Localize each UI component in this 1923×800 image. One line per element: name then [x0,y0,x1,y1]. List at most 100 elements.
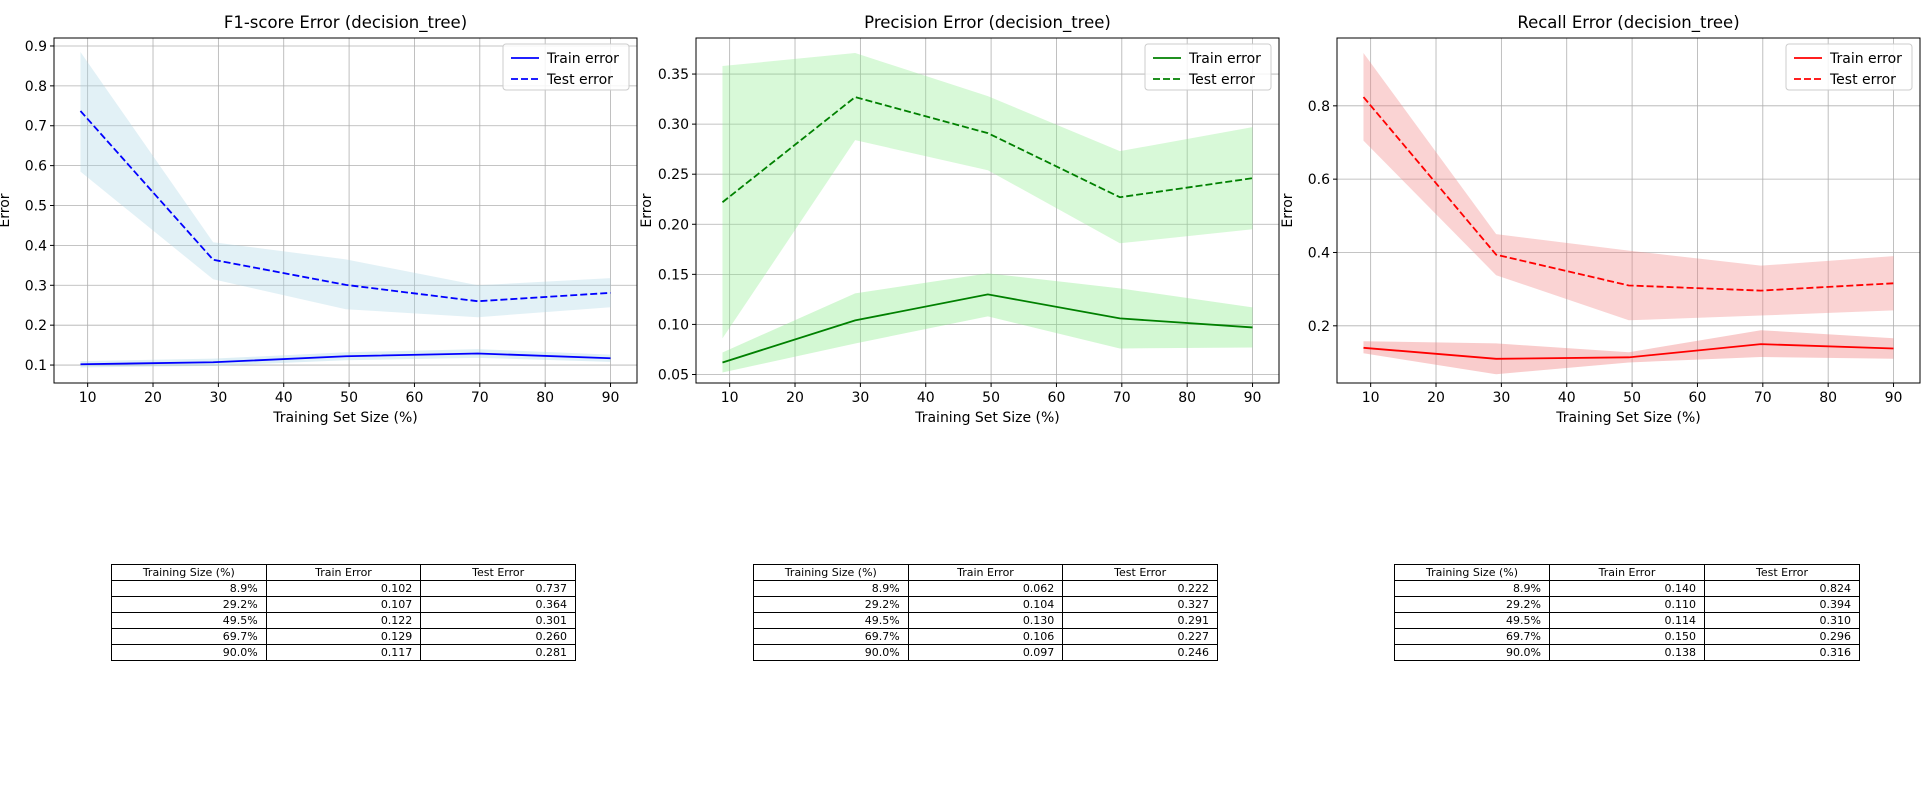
y-axis-label: Error [1280,193,1296,227]
y-tick-label: 0.8 [25,79,47,95]
y-tick-label: 0.2 [1308,319,1330,335]
table-cell: 0.129 [265,628,422,645]
table-cell: 0.102 [265,580,422,597]
precision-chart-title: Precision Error (decision_tree) [864,13,1111,33]
legend-train-label: Train error [1829,51,1902,67]
x-tick-label: 30 [1492,390,1510,406]
table-cell: 0.222 [1062,580,1218,597]
table-cell: 0.130 [907,612,1064,629]
table-row: 69.7% 0.129 0.260 [111,628,576,645]
table-cell: 0.117 [265,644,422,661]
table-header-cell: Training Size (%) [111,564,267,581]
table-row: 8.9% 0.140 0.824 [1394,580,1860,597]
data-table-precision: Training Size (%) Train Error Test Error… [753,564,1218,661]
table-cell: 0.737 [420,580,576,597]
y-tick-label: 0.9 [25,39,47,55]
x-tick-label: 50 [1623,390,1641,406]
table-row: 29.2% 0.107 0.364 [111,596,576,613]
table-cell: 0.138 [1549,644,1705,661]
recall-chart-title: Recall Error (decision_tree) [1517,13,1739,33]
train-error-line [722,293,1253,364]
table-header-cell: Test Error [420,564,576,581]
y-tick-label: 0.30 [658,117,689,133]
table-cell: 49.5% [753,612,909,629]
table-header-cell: Test Error [1062,564,1218,581]
table-cell: 0.104 [907,596,1064,613]
x-axis-label: Training Set Size (%) [272,410,418,426]
table-cell: 0.114 [1549,612,1705,629]
data-table-f1: Training Size (%) Train Error Test Error… [111,564,576,661]
y-axis-label: Error [0,193,13,227]
x-tick-label: 70 [471,390,489,406]
table-cell: 29.2% [1394,596,1550,613]
table-cell: 0.110 [1549,596,1705,613]
x-tick-label: 20 [786,390,804,406]
table-row: 49.5% 0.114 0.310 [1394,612,1860,629]
table-row: 69.7% 0.106 0.227 [753,628,1218,645]
table-cell: 0.824 [1704,580,1860,597]
x-tick-label: 60 [1048,390,1066,406]
y-tick-label: 0.6 [25,159,47,175]
train-error-band [1363,330,1894,375]
table-cell: 0.246 [1062,644,1218,661]
x-tick-label: 80 [536,390,554,406]
table-row: 49.5% 0.130 0.291 [753,612,1218,629]
table-cell: 90.0% [753,644,909,661]
table-row: 90.0% 0.117 0.281 [111,644,576,661]
train-error-line [80,352,611,366]
y-tick-label: 0.5 [25,199,47,215]
legend: Train error Test error [1144,43,1272,91]
x-tick-label: 70 [1113,390,1131,406]
legend-test-label: Test error [546,72,613,88]
table-cell: 8.9% [111,580,267,597]
y-tick-label: 0.7 [25,119,47,135]
table-header-cell: Train Error [907,564,1064,581]
table-header-cell: Training Size (%) [753,564,909,581]
x-tick-label: 30 [209,390,227,406]
y-tick-label: 0.25 [658,167,689,183]
test-error-line [1362,96,1894,292]
table-row: 90.0% 0.097 0.246 [753,644,1218,661]
table-header-cell: Training Size (%) [1394,564,1550,581]
table-row: 49.5% 0.122 0.301 [111,612,576,629]
x-tick-label: 90 [1244,390,1262,406]
table-cell: 0.310 [1704,612,1860,629]
x-tick-label: 90 [1885,390,1903,406]
table-cell: 29.2% [111,596,267,613]
train-error-band [722,273,1253,373]
y-tick-label: 0.2 [25,318,47,334]
table-header-row: Training Size (%) Train Error Test Error [1394,564,1860,581]
x-tick-label: 90 [602,390,620,406]
table-row: 8.9% 0.062 0.222 [753,580,1218,597]
table-cell: 0.140 [1549,580,1705,597]
table-row: 69.7% 0.150 0.296 [1394,628,1860,645]
table-cell: 0.150 [1549,628,1705,645]
x-tick-label: 10 [1362,390,1380,406]
table-cell: 0.364 [420,596,576,613]
table-cell: 90.0% [111,644,267,661]
test-error-line [721,96,1253,203]
y-tick-label: 0.8 [1308,99,1330,115]
data-table-recall: Training Size (%) Train Error Test Error… [1394,564,1860,661]
table-cell: 0.097 [907,644,1064,661]
table-row: 90.0% 0.138 0.316 [1394,644,1860,661]
table-header-cell: Test Error [1704,564,1860,581]
y-tick-label: 0.3 [25,278,47,294]
x-tick-label: 40 [917,390,935,406]
x-tick-label: 60 [1689,390,1707,406]
table-cell: 69.7% [111,628,267,645]
table-cell: 0.106 [907,628,1064,645]
table-header-cell: Train Error [265,564,422,581]
table-cell: 0.296 [1704,628,1860,645]
legend-test-label: Test error [1829,72,1896,88]
x-tick-label: 60 [406,390,424,406]
axes-frame [1336,37,1921,384]
f1-chart: 10 20 30 40 50 60 70 80 90 0.1 0.2 0.3 0.4 0.5 0.6 0.7 0… [0,13,638,426]
table-cell: 8.9% [753,580,909,597]
table-cell: 69.7% [1394,628,1550,645]
x-tick-label: 40 [275,390,293,406]
table-row: 8.9% 0.102 0.737 [111,580,576,597]
table-cell: 0.394 [1704,596,1860,613]
y-tick-label: 0.4 [1308,245,1330,261]
